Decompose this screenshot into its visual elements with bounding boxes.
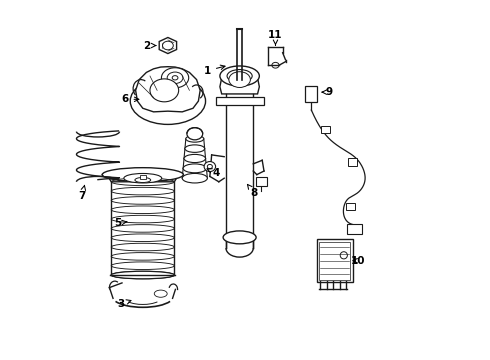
Text: 5: 5 [114,218,127,228]
Ellipse shape [161,68,189,88]
Text: 1: 1 [204,65,225,76]
FancyBboxPatch shape [319,242,350,279]
Ellipse shape [183,164,206,173]
Text: 2: 2 [143,41,156,50]
FancyBboxPatch shape [346,203,355,211]
Ellipse shape [227,69,252,82]
FancyBboxPatch shape [317,239,353,282]
Text: 8: 8 [247,184,258,198]
Text: 6: 6 [121,94,139,104]
FancyBboxPatch shape [348,158,357,166]
Ellipse shape [229,72,250,87]
Text: 4: 4 [207,168,220,178]
Polygon shape [159,37,176,54]
Ellipse shape [135,177,151,183]
Ellipse shape [220,66,259,86]
Ellipse shape [207,165,212,169]
Ellipse shape [167,72,183,84]
Ellipse shape [204,162,216,172]
Polygon shape [220,69,259,94]
Text: 3: 3 [118,299,131,309]
FancyBboxPatch shape [216,97,264,105]
Ellipse shape [102,168,183,181]
FancyBboxPatch shape [140,175,146,179]
Ellipse shape [130,78,205,125]
Text: 9: 9 [322,87,333,97]
Ellipse shape [172,76,178,80]
FancyBboxPatch shape [305,86,318,102]
Ellipse shape [187,128,203,140]
Ellipse shape [223,231,256,244]
Text: 7: 7 [78,185,86,201]
Ellipse shape [186,135,204,142]
Ellipse shape [185,145,205,152]
Ellipse shape [111,271,174,279]
Ellipse shape [182,174,207,183]
Text: 10: 10 [351,256,365,266]
Ellipse shape [124,174,162,183]
Ellipse shape [184,154,205,163]
FancyBboxPatch shape [256,177,267,186]
FancyBboxPatch shape [347,225,362,234]
FancyBboxPatch shape [321,126,330,134]
Ellipse shape [150,79,179,102]
Text: 11: 11 [268,30,283,45]
Polygon shape [136,67,200,112]
